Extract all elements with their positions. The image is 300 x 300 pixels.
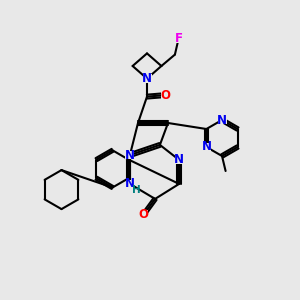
Text: N: N — [201, 140, 212, 154]
FancyBboxPatch shape — [202, 143, 211, 151]
FancyBboxPatch shape — [161, 91, 170, 99]
Text: N: N — [217, 113, 227, 127]
FancyBboxPatch shape — [126, 180, 134, 188]
Text: N: N — [142, 72, 152, 85]
Text: O: O — [160, 88, 171, 102]
FancyBboxPatch shape — [174, 35, 183, 43]
Text: N: N — [125, 148, 135, 162]
FancyBboxPatch shape — [142, 74, 152, 83]
Text: N: N — [125, 177, 135, 190]
Text: O: O — [139, 208, 149, 221]
Text: N: N — [174, 153, 184, 167]
FancyBboxPatch shape — [125, 151, 134, 159]
FancyBboxPatch shape — [139, 210, 148, 219]
Text: H: H — [132, 185, 141, 195]
FancyBboxPatch shape — [218, 116, 226, 124]
FancyBboxPatch shape — [175, 156, 184, 164]
Text: F: F — [175, 32, 182, 46]
